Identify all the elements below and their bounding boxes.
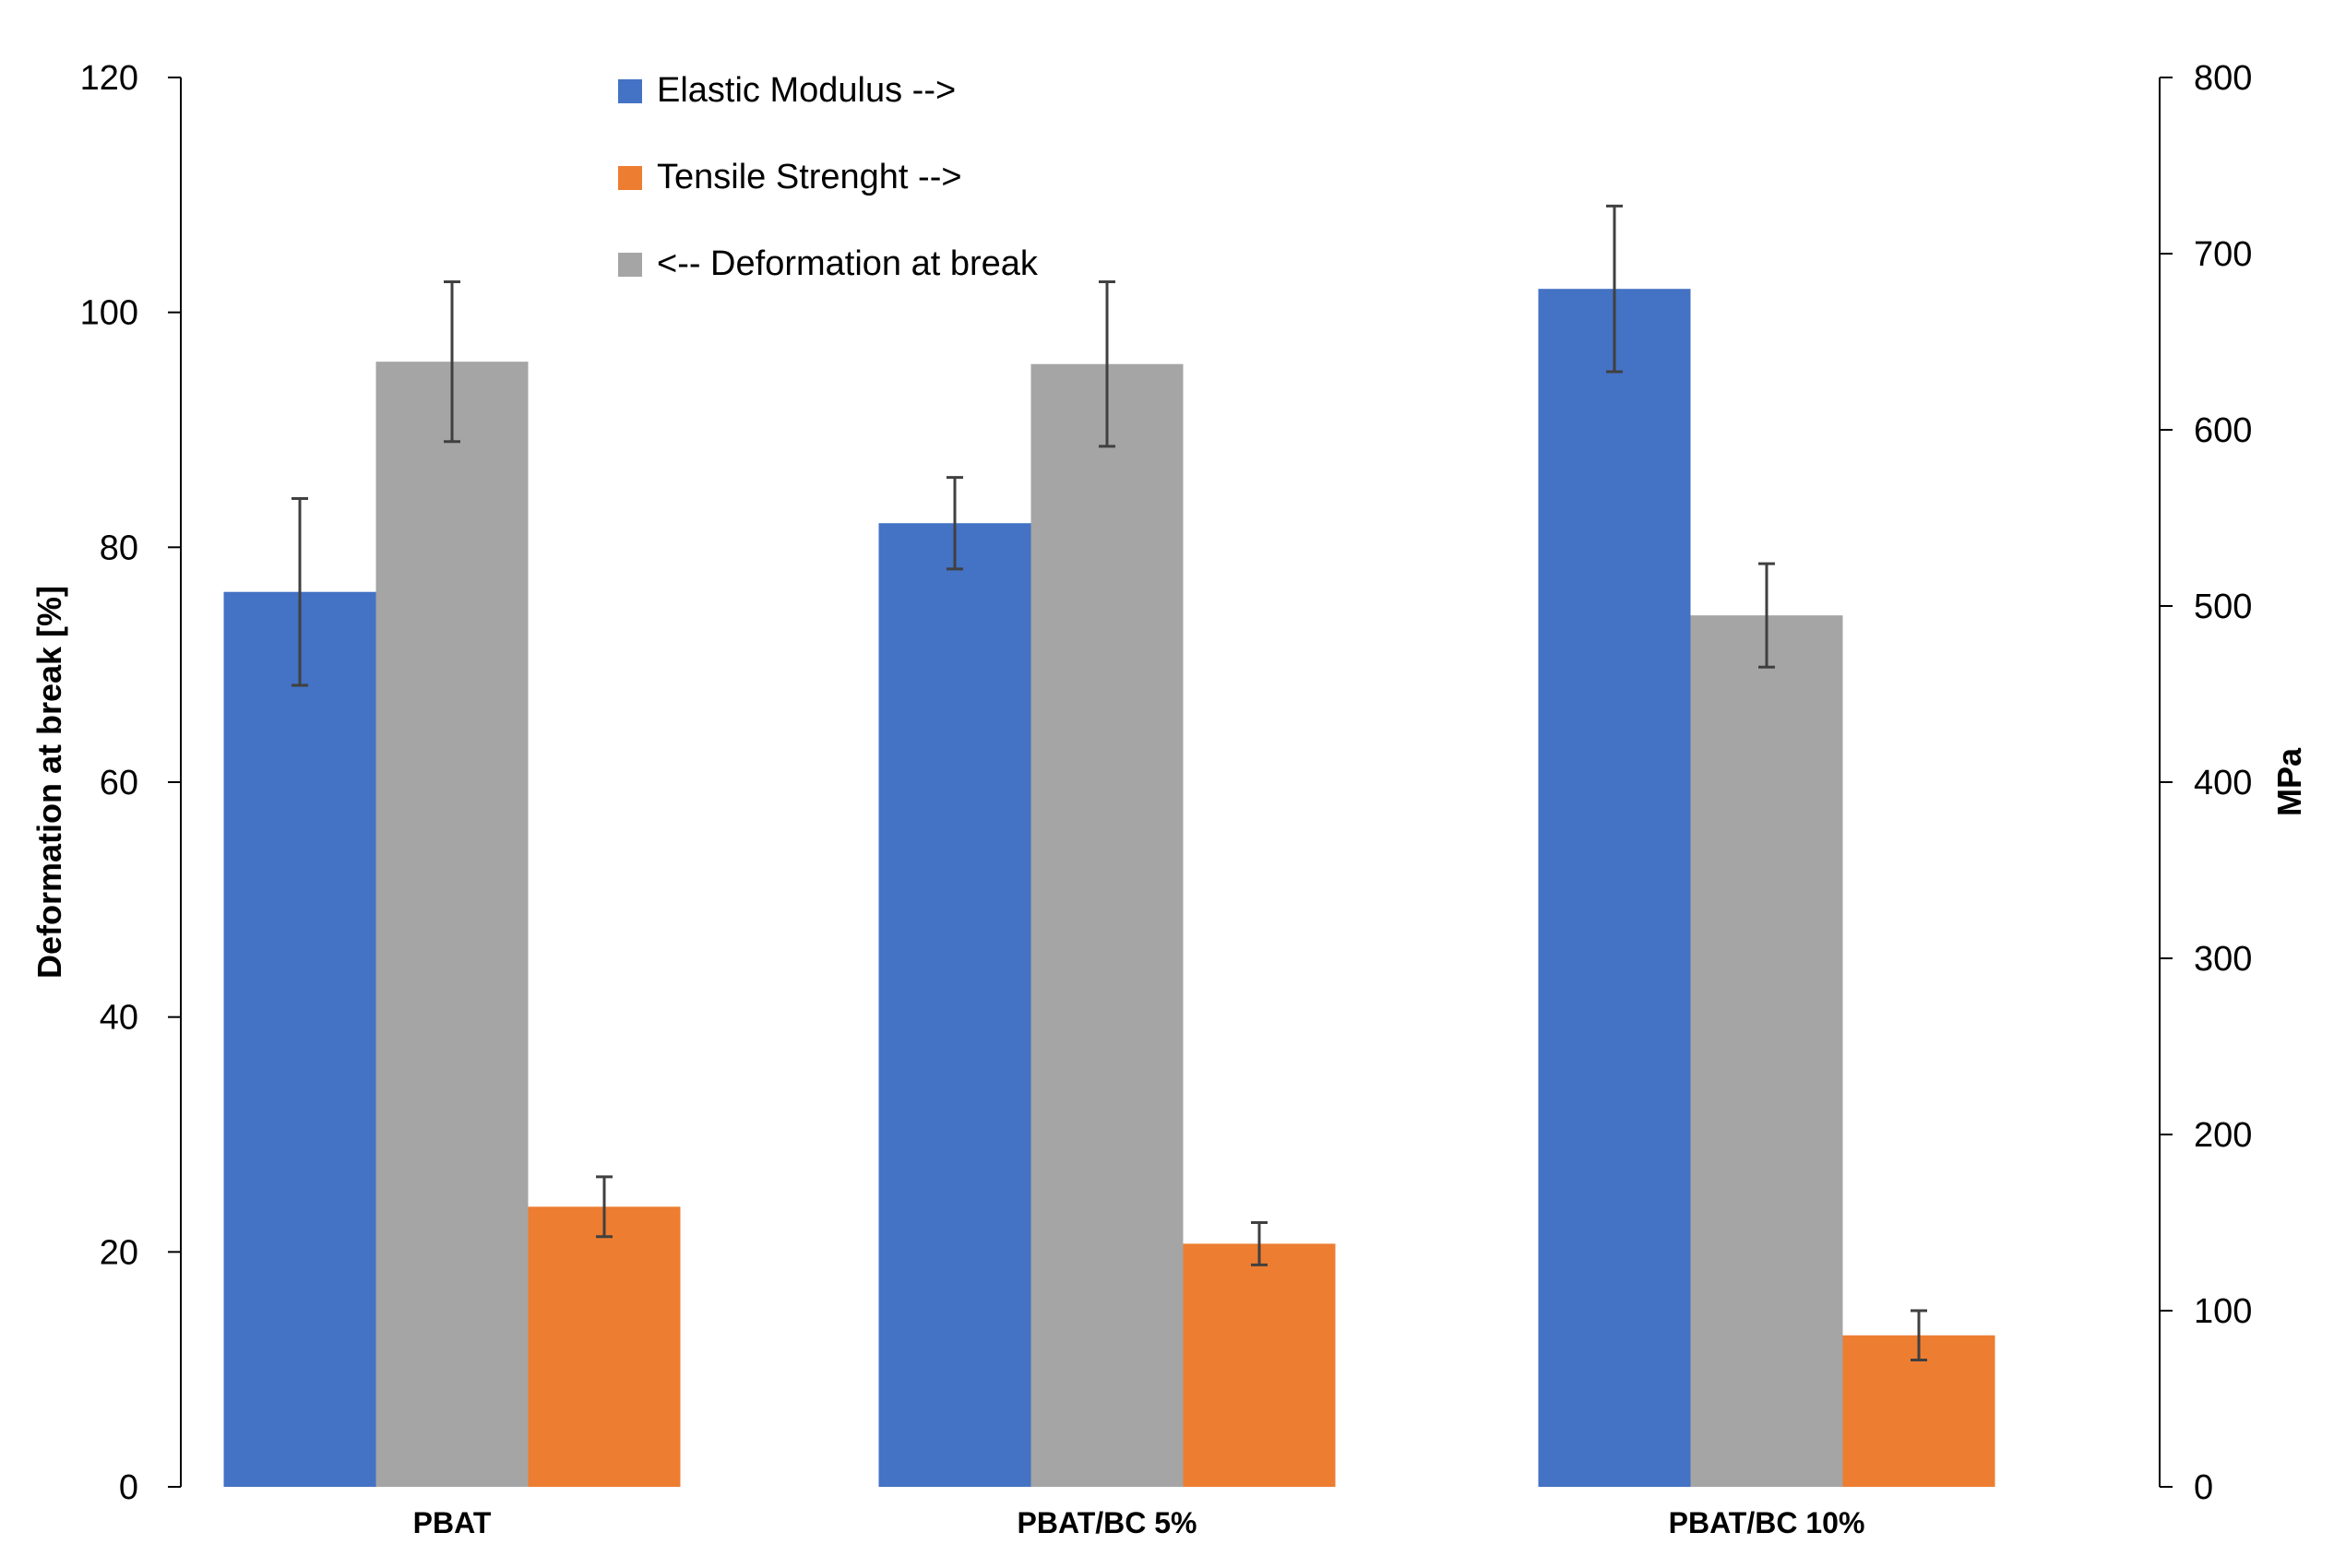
error-bar-series0-cat0	[292, 496, 308, 687]
error-bar-series0-cat1	[947, 476, 963, 571]
left-y-axis-ticks: 0 20 40 60 80 100 120	[80, 59, 181, 1507]
error-bars-layer	[292, 204, 1927, 1361]
bar-series0-cat1	[878, 523, 1031, 1487]
bar-series1-cat2	[1690, 615, 1843, 1487]
right-tick-label: 200	[2194, 1116, 2252, 1155]
legend-item: Tensile Strenght -->	[618, 158, 962, 196]
category-label: PBAT/BC 5%	[1018, 1506, 1197, 1539]
bars-layer	[223, 289, 1995, 1488]
left-tick-label: 20	[100, 1233, 138, 1272]
left-tick-label: 120	[80, 59, 138, 98]
legend-swatch	[618, 79, 642, 103]
error-bar-series1-cat1	[1099, 280, 1115, 448]
bar-series1-cat1	[1030, 363, 1184, 1487]
legend-label: Elastic Modulus -->	[657, 71, 956, 110]
left-tick-label: 100	[80, 294, 138, 333]
legend-item: <-- Deformation at break	[618, 244, 1039, 283]
error-bar-series2-cat0	[596, 1175, 613, 1239]
right-tick-label: 0	[2194, 1468, 2213, 1507]
left-y-axis-title: Deformation at break [%]	[30, 586, 68, 979]
right-tick-label: 100	[2194, 1292, 2252, 1331]
right-tick-label: 400	[2194, 764, 2252, 802]
right-tick-label: 800	[2194, 59, 2252, 98]
error-bar-series1-cat0	[444, 280, 460, 444]
bar-series2-cat0	[528, 1206, 681, 1487]
legend-swatch	[618, 253, 642, 277]
bar-series1-cat0	[375, 362, 529, 1487]
bar-series0-cat2	[1538, 289, 1691, 1488]
right-tick-label: 700	[2194, 235, 2252, 274]
error-bar-series2-cat1	[1251, 1221, 1268, 1266]
right-y-axis-ticks: 0 100 200 300 400 500 600 700 800	[2160, 59, 2252, 1507]
category-label: PBAT/BC 10%	[1669, 1506, 1865, 1539]
right-tick-label: 500	[2194, 588, 2252, 626]
x-axis-category-labels: PBAT PBAT/BC 5% PBAT/BC 10%	[413, 1506, 1865, 1539]
bar-series2-cat1	[1183, 1243, 1336, 1487]
legend: Elastic Modulus --> Tensile Strenght --> <…	[618, 71, 1039, 283]
error-bar-series0-cat2	[1606, 204, 1623, 374]
bar-series0-cat0	[223, 591, 376, 1487]
category-label: PBAT	[413, 1506, 492, 1539]
left-tick-label: 80	[100, 529, 138, 567]
right-tick-label: 300	[2194, 940, 2252, 979]
legend-label: <-- Deformation at break	[657, 244, 1039, 283]
left-tick-label: 40	[100, 999, 138, 1038]
legend-item: Elastic Modulus -->	[618, 71, 956, 110]
legend-label: Tensile Strenght -->	[657, 158, 962, 196]
left-tick-label: 60	[100, 764, 138, 802]
left-tick-label: 0	[119, 1468, 138, 1507]
error-bar-series1-cat2	[1758, 562, 1775, 669]
error-bar-series2-cat2	[1911, 1309, 1927, 1361]
right-y-axis-title: MPa	[2270, 747, 2308, 816]
legend-swatch	[618, 166, 642, 190]
right-tick-label: 600	[2194, 411, 2252, 450]
